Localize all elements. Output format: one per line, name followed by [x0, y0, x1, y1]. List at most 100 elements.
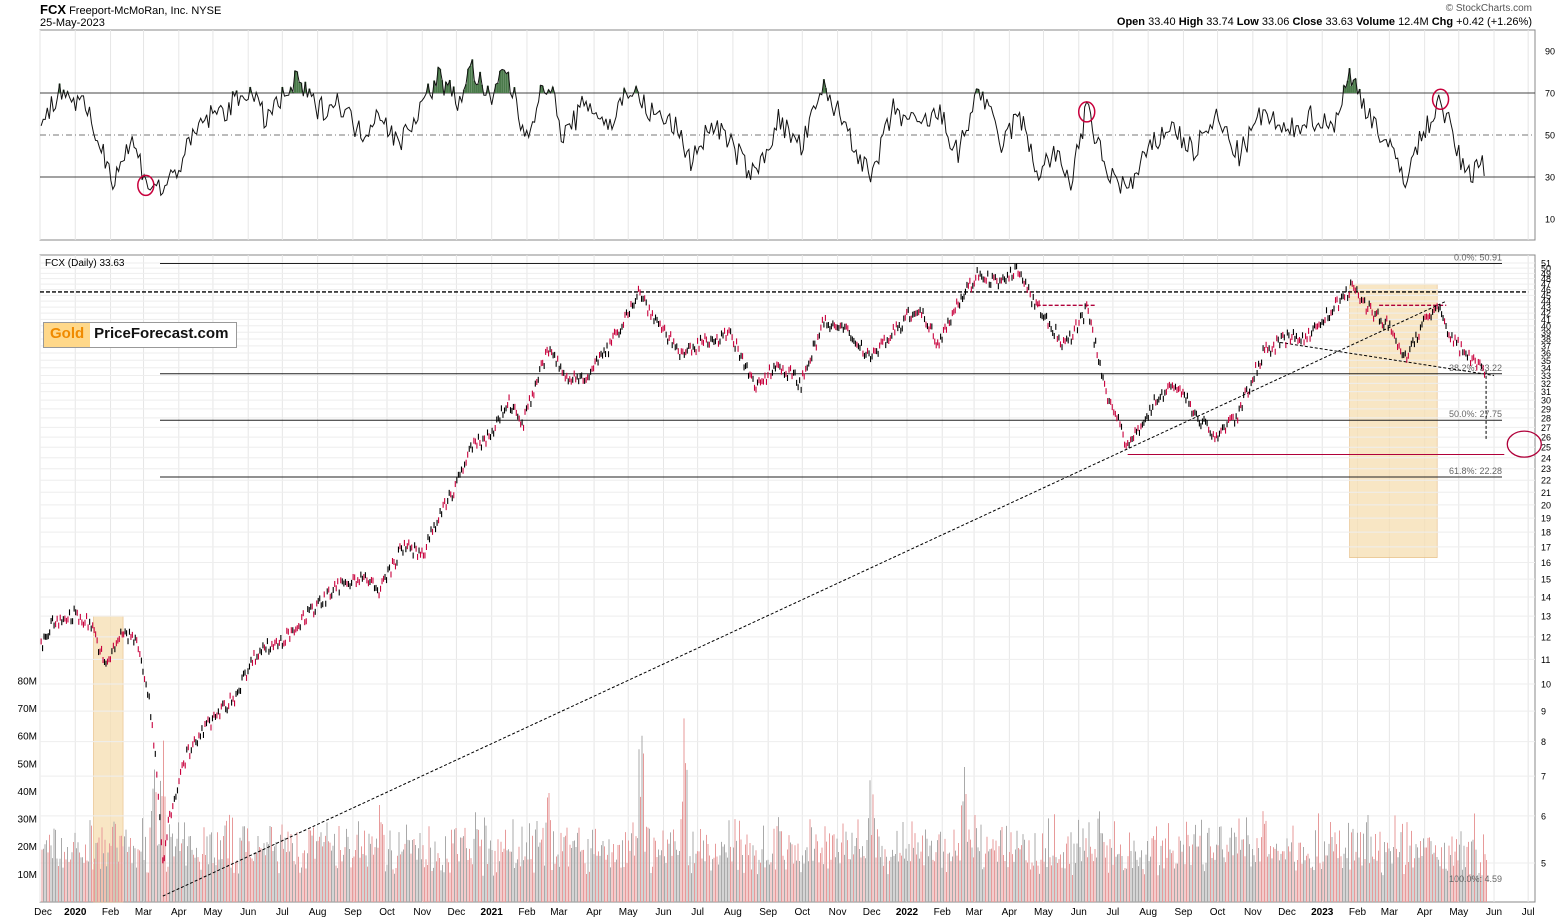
- x-tick-label: Oct: [1210, 907, 1226, 918]
- change-value: +0.42 (+1.26%): [1456, 16, 1532, 28]
- volume-tick-label: 10M: [18, 870, 37, 881]
- x-tick-label: Mar: [135, 907, 153, 918]
- chart-header: FCX Freeport-McMoRan, Inc. NYSE: [40, 2, 221, 17]
- trend-line: [162, 300, 1447, 897]
- price-tick-label: 12: [1541, 632, 1551, 642]
- x-tick-label: Mar: [965, 907, 983, 918]
- price-tick-label: 5: [1541, 859, 1546, 869]
- fib-label: 61.8%: 22.28: [1449, 466, 1502, 476]
- price-tick-label: 23: [1541, 464, 1551, 474]
- x-tick-label: Apr: [1417, 907, 1433, 918]
- x-tick-label: Jun: [1486, 907, 1502, 918]
- price-tick-label: 47: [1541, 280, 1551, 290]
- company-name: Freeport-McMoRan, Inc.: [69, 5, 189, 17]
- change-label: Chg: [1431, 16, 1454, 28]
- price-candles: [40, 263, 1486, 864]
- x-tick-label: Nov: [1244, 907, 1262, 918]
- price-tick-label: 36: [1541, 348, 1551, 358]
- price-axis: 5150494847464544434241403938373635343332…: [40, 259, 1551, 869]
- low-value: 33.06: [1261, 16, 1290, 28]
- rsi-axis: 90 70 50 30 10: [1545, 47, 1555, 225]
- x-tick-label: Jul: [1106, 907, 1119, 918]
- price-tick-label: 31: [1541, 387, 1551, 397]
- x-tick-label: Dec: [34, 907, 52, 918]
- logo-priceforecast-text: PriceForecast.com: [94, 325, 229, 342]
- price-tick-label: 32: [1541, 379, 1551, 389]
- x-tick-label: Jul: [691, 907, 704, 918]
- price-tick-label: 46: [1541, 285, 1551, 295]
- volume-axis: 80M 70M 60M 50M 40M 30M 20M 10M: [18, 676, 37, 881]
- rsi-tick-label: 30: [1545, 173, 1555, 183]
- price-tick-label: 34: [1541, 363, 1551, 373]
- rsi-tick-label: 70: [1545, 89, 1555, 99]
- price-tick-label: 38: [1541, 335, 1551, 345]
- x-tick-label: Mar: [550, 907, 568, 918]
- x-tick-label: Jun: [240, 907, 256, 918]
- price-tick-label: 35: [1541, 356, 1551, 366]
- x-tick-label: Dec: [448, 907, 466, 918]
- x-tick-label: Dec: [1278, 907, 1296, 918]
- x-tick-label: May: [619, 907, 638, 918]
- ticker-symbol: FCX: [40, 2, 66, 17]
- price-tick-label: 19: [1541, 514, 1551, 524]
- goldpriceforecast-logo: Gold PriceForecast.com: [43, 322, 238, 348]
- x-tick-label: Sep: [344, 907, 362, 918]
- volume-value: 12.4M: [1398, 16, 1429, 28]
- x-tick-label: Feb: [518, 907, 536, 918]
- x-tick-label: Apr: [1002, 907, 1018, 918]
- x-tick-label: Apr: [171, 907, 187, 918]
- high-value: 33.74: [1206, 16, 1234, 28]
- rsi-circle-annotation: [1431, 88, 1450, 111]
- x-tick-label: Oct: [795, 907, 811, 918]
- x-tick-label: Jul: [1522, 907, 1535, 918]
- price-tick-label: 26: [1541, 433, 1551, 443]
- price-tick-label: 21: [1541, 488, 1551, 498]
- open-value: 33.40: [1148, 16, 1176, 28]
- volume-tick-label: 20M: [18, 842, 37, 853]
- volume-bars: [41, 718, 1487, 902]
- price-tick-label: 24: [1541, 453, 1551, 463]
- price-panel-title: FCX (Daily) 33.63: [45, 258, 125, 269]
- x-tick-label: Aug: [309, 907, 327, 918]
- stockcharts-watermark: © StockCharts.com: [1445, 3, 1532, 14]
- x-axis-group: Dec 2020 Feb Mar Apr May Jun Jul Aug Sep Oct Nov Dec…: [34, 30, 1535, 918]
- price-tick-label: 7: [1541, 772, 1546, 782]
- x-tick-label: May: [1449, 907, 1468, 918]
- target-circle: [1506, 430, 1542, 458]
- fib-label: 100.0%: 4.59: [1449, 874, 1502, 884]
- x-tick-label: Mar: [1381, 907, 1399, 918]
- rsi-line: [40, 59, 1485, 197]
- x-tick-label: Nov: [413, 907, 431, 918]
- x-tick-label: Jul: [276, 907, 289, 918]
- price-tick-label: 37: [1541, 341, 1551, 351]
- price-tick-label: 6: [1541, 811, 1546, 821]
- volume-tick-label: 70M: [18, 704, 37, 715]
- shaded-period: [1349, 283, 1438, 558]
- high-label: High: [1178, 16, 1204, 28]
- price-tick-label: 49: [1541, 269, 1551, 279]
- price-tick-label: 11: [1541, 655, 1550, 665]
- price-tick-label: 48: [1541, 274, 1551, 284]
- price-tick-label: 17: [1541, 542, 1551, 552]
- fib-label: 0.0%: 50.91: [1454, 252, 1502, 262]
- x-tick-label: May: [203, 907, 222, 918]
- close-value: 33.63: [1325, 16, 1354, 28]
- price-tick-label: 50: [1541, 264, 1551, 274]
- price-tick-label: 27: [1541, 423, 1551, 433]
- x-tick-label: 2020: [64, 907, 87, 918]
- x-tick-label: Sep: [1175, 907, 1193, 918]
- price-tick-label: 44: [1541, 297, 1551, 307]
- x-tick-label: May: [1034, 907, 1053, 918]
- x-tick-label: Dec: [863, 907, 881, 918]
- rsi-circle-annotation: [1077, 101, 1096, 123]
- x-tick-label: Apr: [586, 907, 602, 918]
- price-panel-frame: [39, 254, 1536, 903]
- price-tick-label: 16: [1541, 558, 1551, 568]
- x-tick-label: Jun: [655, 907, 671, 918]
- trend-line: [1280, 341, 1495, 376]
- price-tick-label: 42: [1541, 309, 1551, 319]
- price-tick-label: 28: [1541, 413, 1551, 423]
- fib-label: 50.0%: 27.75: [1449, 409, 1502, 419]
- volume-tick-label: 80M: [18, 676, 37, 687]
